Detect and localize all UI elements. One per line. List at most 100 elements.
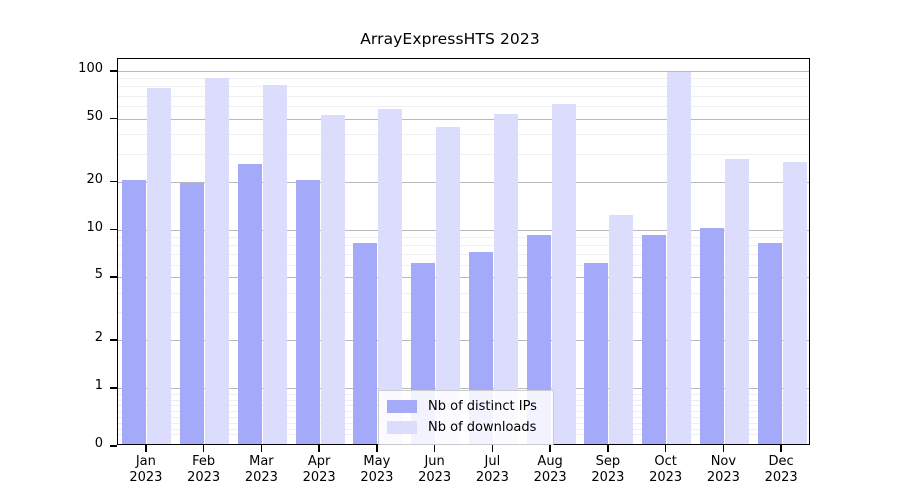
x-axis-tick-mark	[607, 445, 609, 452]
y-axis-tick-mark	[110, 445, 117, 447]
gridline-minor	[118, 86, 809, 88]
y-axis-tick-label: 10	[86, 219, 103, 235]
y-axis-tick-mark	[110, 387, 117, 389]
gridline-major	[118, 229, 809, 231]
x-axis-tick-mark	[376, 445, 378, 452]
y-axis-tick-label: 0	[94, 436, 103, 451]
x-axis-tick-label-year: 2023	[475, 470, 509, 485]
x-axis-tick-label: Feb 2023	[159, 454, 249, 486]
gridline-minor	[118, 264, 809, 266]
x-axis-tick-label: May 2023	[332, 454, 422, 486]
legend-swatch-icon-distinct-ips	[387, 400, 417, 413]
gridline-minor	[118, 312, 809, 314]
bar-distinct-ips	[642, 234, 667, 444]
x-axis-tick-label-year: 2023	[764, 470, 798, 485]
x-axis-tick-label: Nov 2023	[678, 454, 768, 486]
gridline-major	[118, 277, 809, 279]
y-axis-tick-mark	[110, 70, 117, 72]
x-axis-tick-label: Jun 2023	[390, 454, 480, 486]
gridline-minor	[118, 134, 809, 136]
x-axis-tick-label-month: Apr	[307, 454, 331, 469]
x-axis: Jan 2023 Feb 2023 Mar 2023 Apr 2023 May 2023 Jun 20…	[117, 445, 810, 500]
bar-distinct-ips	[122, 179, 147, 444]
x-axis-tick-label: Mar 2023	[216, 454, 306, 486]
y-axis-tick-mark	[110, 117, 117, 120]
gridline-minor	[118, 292, 809, 294]
bar-series-group	[118, 59, 809, 444]
gridline-minor	[118, 78, 809, 80]
bar-downloads	[262, 85, 287, 444]
gridline-major	[118, 71, 809, 72]
y-axis-tick-label: 2	[94, 330, 103, 346]
x-axis-tick-label-year: 2023	[244, 470, 278, 485]
x-axis-tick-label: Apr 2023	[274, 454, 364, 486]
x-axis-tick-label-year: 2023	[187, 470, 221, 485]
chart-title: ArrayExpressHTS 2023	[360, 30, 540, 48]
gridline-minor	[118, 95, 809, 97]
x-axis-tick-mark	[549, 445, 551, 452]
x-axis-tick-label-month: Dec	[768, 454, 794, 469]
plot-area	[117, 58, 810, 445]
bar-distinct-ips	[353, 242, 378, 444]
x-axis-tick-label-month: Sep	[595, 454, 621, 469]
x-axis-tick-label-month: Mar	[249, 454, 274, 469]
y-axis: 100 50 20 10 5 2 1 0	[0, 58, 117, 451]
y-axis-tick-mark	[110, 180, 117, 183]
bar-downloads	[147, 87, 172, 444]
legend-label-distinct-ips: Nb of distinct IPs	[428, 399, 537, 414]
y-axis-tick-label: 20	[86, 171, 103, 187]
x-axis-tick-mark	[491, 445, 494, 452]
bar-distinct-ips	[295, 179, 320, 444]
gridline-major	[118, 340, 809, 342]
chart-legend: Nb of distinct IPs Nb of downloads	[378, 390, 554, 445]
x-axis-tick-label-year: 2023	[418, 470, 452, 485]
x-axis-tick-label: Sep 2023	[563, 454, 653, 486]
bar-distinct-ips	[584, 262, 609, 444]
x-axis-tick-label-year: 2023	[591, 470, 625, 485]
x-axis-tick-label-year: 2023	[129, 470, 163, 485]
y-axis-tick-label: 100	[78, 61, 103, 76]
x-axis-tick-label-month: Feb	[192, 454, 216, 469]
gridline-minor	[118, 106, 809, 108]
x-axis-tick-mark	[260, 445, 263, 452]
x-axis-tick-mark	[318, 445, 320, 452]
y-axis-tick-label: 1	[94, 378, 103, 393]
gridline-minor	[118, 153, 809, 155]
x-axis-tick-label: Jul 2023	[447, 454, 537, 486]
gridline-major	[118, 118, 809, 120]
y-axis-tick-label: 50	[86, 108, 103, 124]
x-axis-tick-label-month: Jan	[135, 454, 156, 469]
x-axis-tick-mark	[780, 445, 782, 452]
x-axis-tick-mark	[145, 445, 147, 452]
x-axis-tick-label-year: 2023	[649, 470, 683, 485]
x-axis-tick-mark	[664, 445, 667, 452]
x-axis-tick-label-month: Jun	[424, 454, 445, 469]
gridline-minor	[118, 244, 809, 246]
x-axis-tick-label-month: Jul	[484, 454, 501, 469]
x-axis-tick-mark	[722, 445, 725, 452]
bar-downloads	[320, 115, 345, 444]
legend-item-distinct-ips: Nb of distinct IPs	[387, 396, 545, 417]
x-axis-tick-label-year: 2023	[302, 470, 336, 485]
bar-distinct-ips	[757, 242, 782, 444]
y-axis-tick-mark	[110, 276, 117, 278]
x-axis-tick-label-month: May	[363, 454, 391, 469]
y-axis-tick-label: 5	[94, 267, 103, 283]
x-axis-tick-label: Oct 2023	[621, 454, 711, 486]
x-axis-tick-mark	[433, 445, 436, 452]
bar-downloads	[667, 71, 692, 444]
bar-downloads	[493, 114, 518, 444]
bar-downloads	[551, 104, 576, 444]
gridline-minor	[118, 236, 809, 238]
bar-downloads	[724, 159, 749, 444]
bar-distinct-ips	[237, 164, 262, 444]
gridline-minor	[118, 254, 809, 256]
x-axis-tick-label-month: Nov	[710, 454, 737, 469]
gridline-major	[118, 388, 809, 389]
x-axis-tick-label-month: Oct	[654, 454, 677, 469]
x-axis-tick-label-month: Aug	[537, 454, 563, 469]
bar-downloads	[378, 108, 403, 444]
x-axis-tick-label: Jan 2023	[101, 454, 191, 486]
bar-downloads	[782, 161, 807, 444]
